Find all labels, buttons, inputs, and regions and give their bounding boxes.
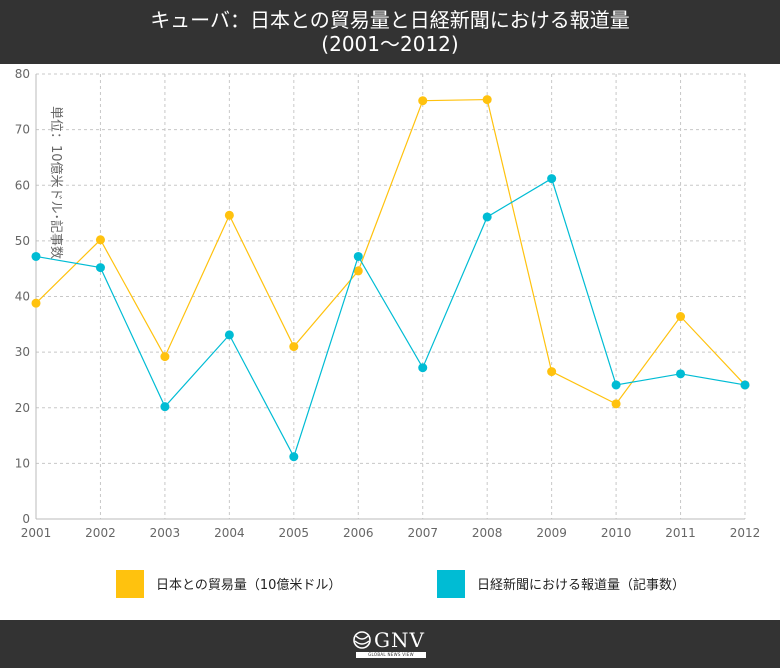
globe-icon bbox=[353, 631, 371, 649]
x-tick-label: 2001 bbox=[21, 526, 52, 540]
logo-text: GNV bbox=[374, 628, 425, 652]
y-tick-label: 80 bbox=[15, 67, 30, 81]
y-axis-label: 単位：10億米ドル･記事数 bbox=[48, 106, 64, 259]
data-point bbox=[611, 399, 621, 409]
data-point bbox=[353, 266, 363, 276]
data-point bbox=[224, 210, 234, 220]
y-tick-label: 10 bbox=[15, 456, 30, 470]
legend-label: 日経新聞における報道量（記事数） bbox=[477, 577, 685, 593]
x-tick-label: 2011 bbox=[665, 526, 696, 540]
data-point bbox=[740, 380, 750, 390]
series-line-2 bbox=[35, 177, 746, 459]
y-tick-label: 20 bbox=[15, 401, 30, 415]
footer: GNV GLOBAL NEWS VIEW bbox=[0, 620, 780, 668]
chart-title: キューバ：日本との貿易量と日経新聞における報道量 bbox=[150, 8, 630, 32]
chart-header: キューバ：日本との貿易量と日経新聞における報道量 (2001～2012) bbox=[0, 0, 780, 64]
y-tick-label: 60 bbox=[15, 178, 30, 192]
data-point bbox=[547, 174, 557, 184]
x-tick-label: 2012 bbox=[730, 526, 761, 540]
data-point bbox=[353, 251, 363, 261]
x-tick-label: 2003 bbox=[150, 526, 181, 540]
chart-subtitle: (2001～2012) bbox=[321, 32, 459, 56]
data-point bbox=[95, 263, 105, 273]
x-tick-label: 2005 bbox=[279, 526, 310, 540]
legend-swatch bbox=[116, 570, 144, 598]
data-point bbox=[676, 369, 686, 379]
x-tick-label: 2007 bbox=[407, 526, 438, 540]
data-point bbox=[31, 298, 41, 308]
y-tick-label: 40 bbox=[15, 290, 30, 304]
series-line-1 bbox=[35, 98, 746, 405]
data-point bbox=[547, 367, 557, 377]
y-tick-label: 0 bbox=[22, 512, 30, 526]
data-point bbox=[418, 96, 428, 106]
data-point bbox=[676, 312, 686, 322]
x-tick-label: 2006 bbox=[343, 526, 374, 540]
data-point bbox=[482, 95, 492, 105]
data-point bbox=[224, 330, 234, 340]
data-point bbox=[418, 363, 428, 373]
y-tick-label: 50 bbox=[15, 234, 30, 248]
x-tick-label: 2009 bbox=[536, 526, 567, 540]
x-tick-label: 2002 bbox=[85, 526, 116, 540]
x-tick-label: 2010 bbox=[601, 526, 632, 540]
chart-area: 0 10 20 30 40 50 60 70 80 2001 2002 2003 2004 2005 200… bbox=[0, 64, 780, 620]
logo-tagline: GLOBAL NEWS VIEW bbox=[356, 652, 426, 658]
data-point bbox=[482, 212, 492, 222]
y-tick-label: 70 bbox=[15, 123, 30, 137]
data-point bbox=[95, 235, 105, 245]
x-tick-label: 2004 bbox=[214, 526, 245, 540]
legend-swatch bbox=[437, 570, 465, 598]
gnv-logo: GNV GLOBAL NEWS VIEW bbox=[352, 628, 428, 660]
legend-label: 日本との貿易量（10億米ドル） bbox=[156, 577, 341, 593]
data-point bbox=[289, 342, 299, 352]
x-tick-label: 2008 bbox=[472, 526, 503, 540]
data-point bbox=[31, 251, 41, 261]
data-point bbox=[160, 402, 170, 412]
y-tick-label: 30 bbox=[15, 345, 30, 359]
line-chart: 0 10 20 30 40 50 60 70 80 2001 2002 2003 2004 2005 200… bbox=[15, 67, 761, 598]
data-point bbox=[611, 380, 621, 390]
data-point bbox=[289, 452, 299, 462]
data-point bbox=[160, 352, 170, 362]
